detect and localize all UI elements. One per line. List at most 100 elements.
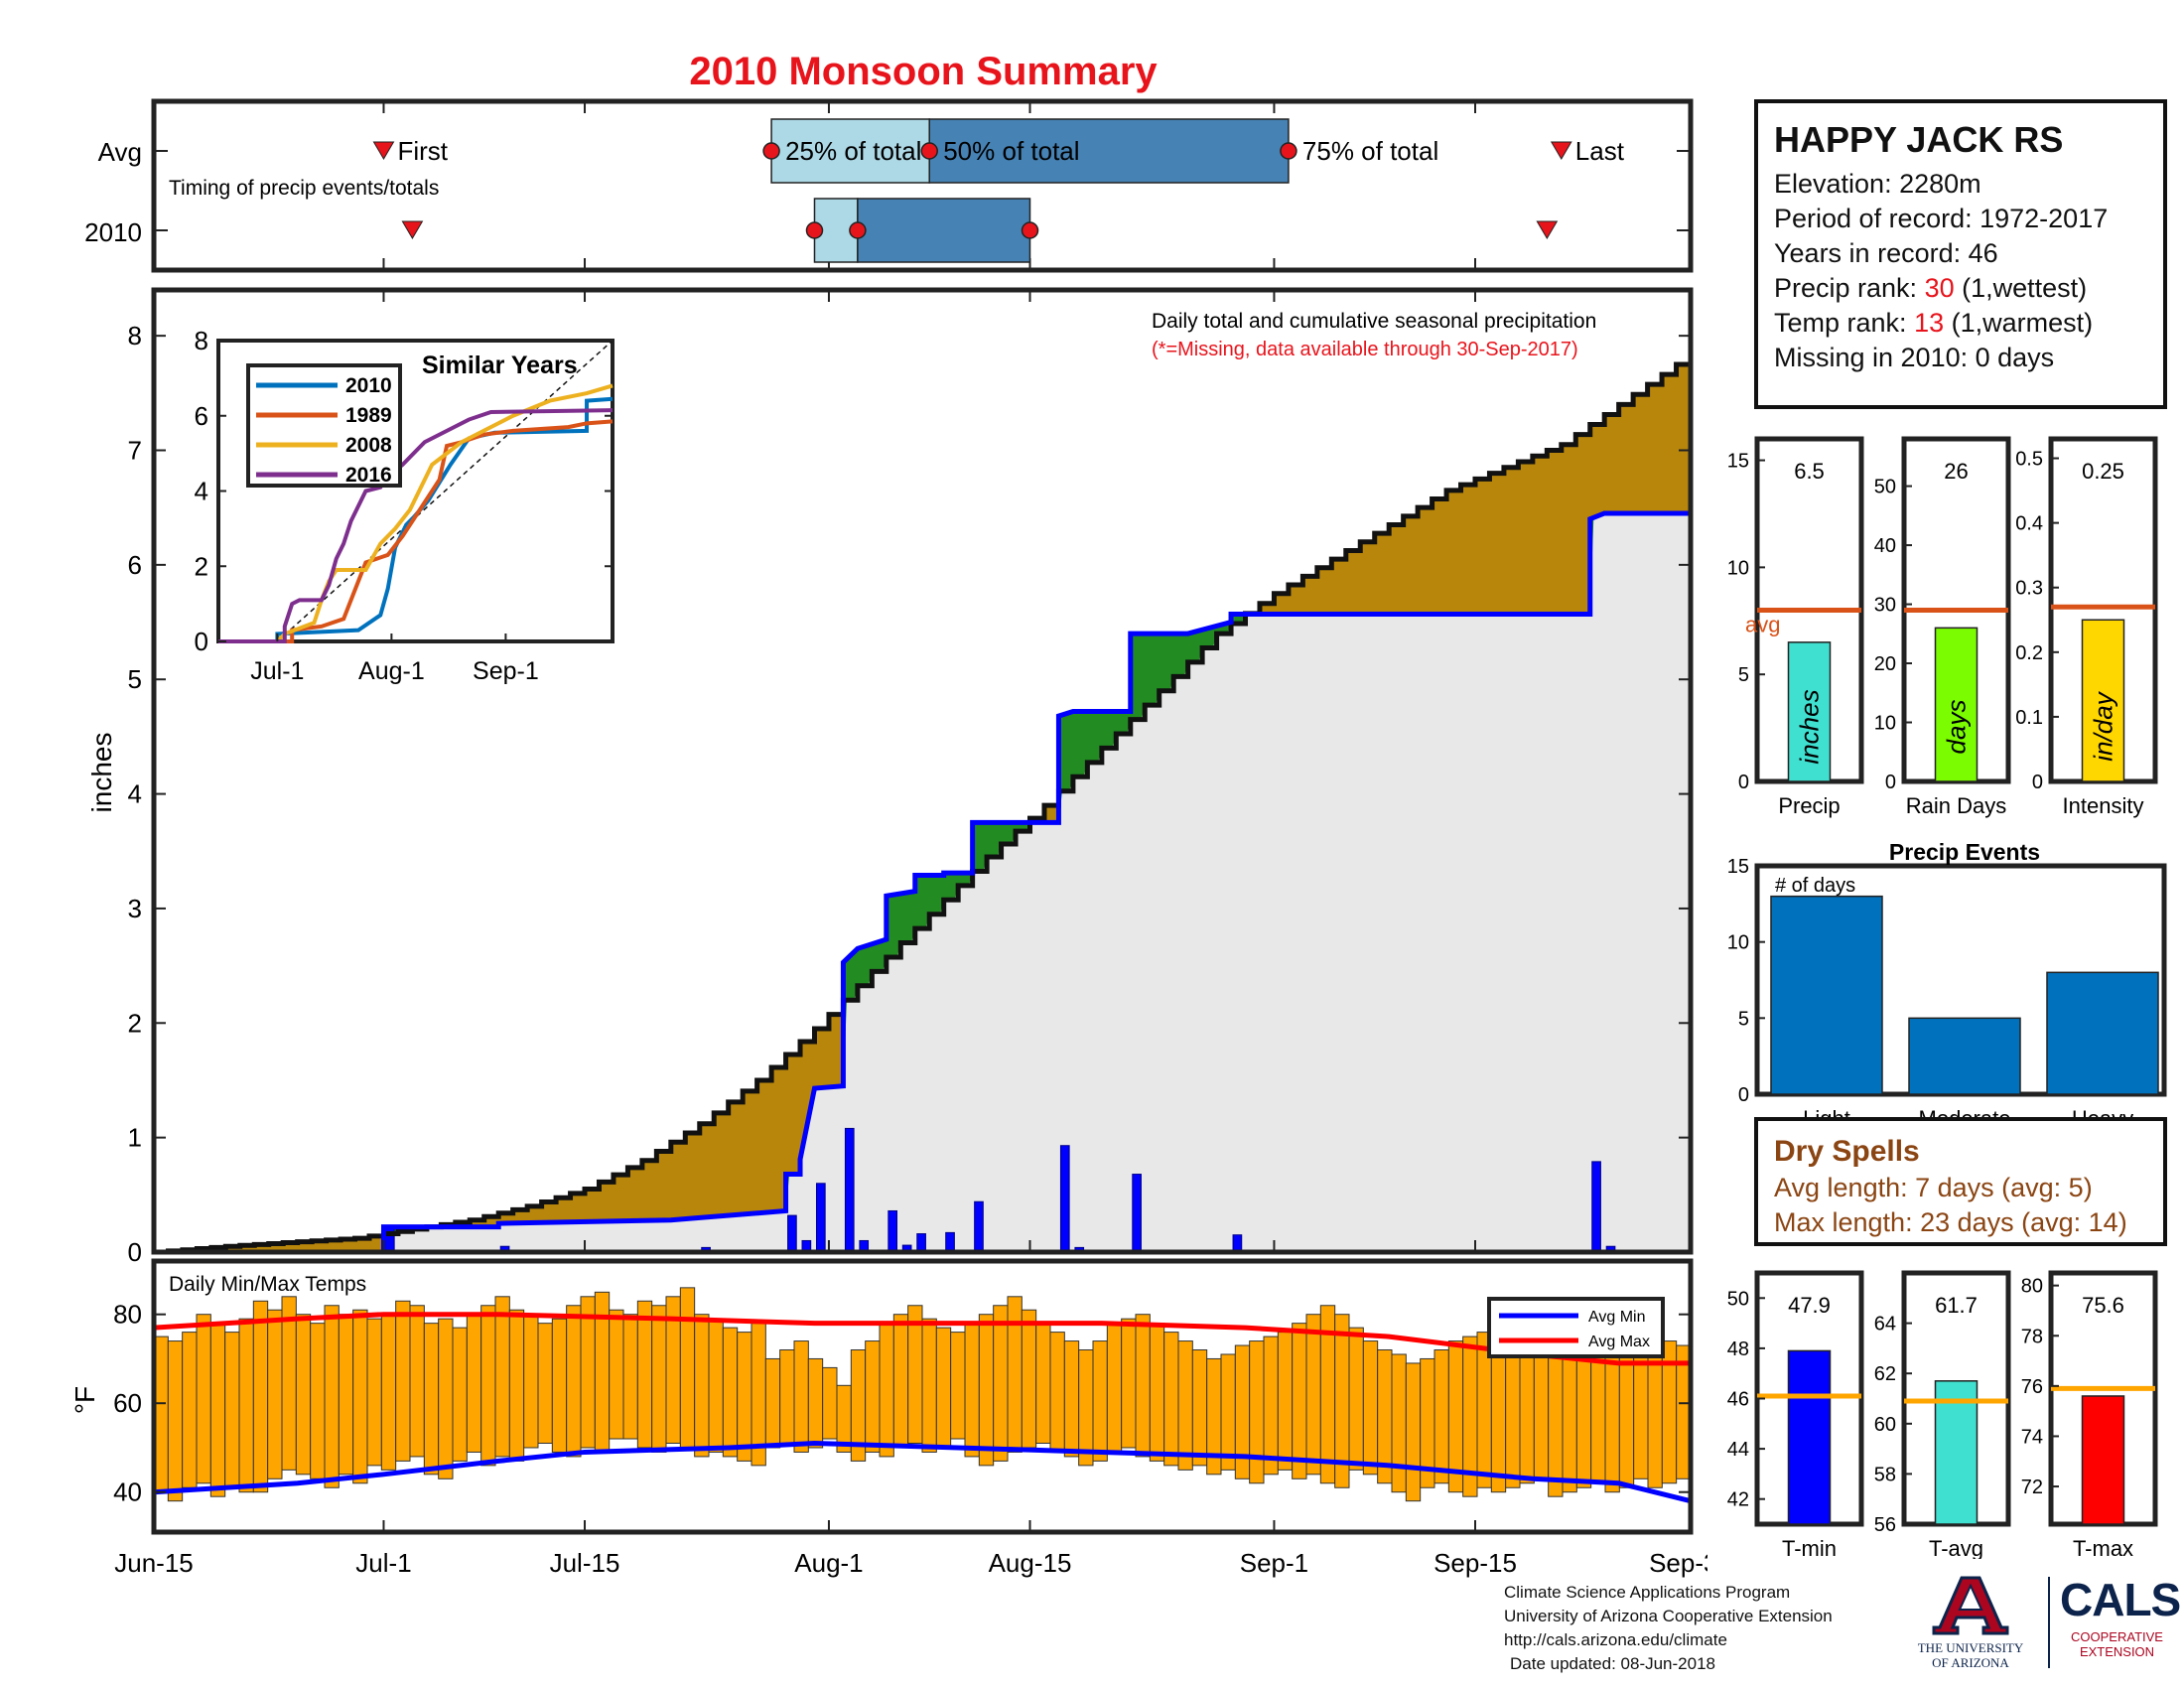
precip-ytick-label: 0 [128,1237,142,1267]
daily-temp-bar [694,1314,710,1458]
xtick-label: Sep-30 [1649,1548,1707,1578]
timing-last-label: Last [1575,136,1625,166]
timing-quartile-marker [1280,142,1297,160]
daily-temp-bar [452,1327,468,1462]
station-years: Years in record: 46 [1774,238,1998,268]
precip-ytick-label: 3 [128,894,142,923]
events-ytick-label: 5 [1738,1008,1749,1030]
precip-rank-suffix: (1,wettest) [1954,273,2088,303]
similar-year-line [218,419,614,643]
temp-chart-frame [151,1258,1694,1535]
stat-ytick-label: 0.4 [2015,513,2043,535]
daily-temp-bar [1106,1323,1123,1453]
stat-category-label: Intensity [2063,793,2144,818]
avg-cumulative-line [154,352,1694,1255]
daily-temp-bar [338,1314,354,1476]
stat-unit-label: in/day [2089,690,2118,761]
station-missing: Missing in 2010: 0 days [1774,343,2055,372]
precip-ylabel: inches [86,733,117,813]
daily-temp-bar [295,1314,312,1476]
daily-temp-bar [281,1296,297,1471]
stat-ytick-label: 60 [1874,1414,1896,1436]
daily-temp-bar [679,1287,696,1449]
daily-temp-bar [1292,1323,1307,1479]
xtick-label: Sep-15 [1433,1548,1517,1578]
logo-divider [2048,1577,2050,1668]
daily-temp-bar [1305,1314,1321,1476]
daily-precip-bar [1232,1234,1243,1253]
temp-ylabel: °F [69,1386,100,1414]
station-elevation: Elevation: 2280m [1774,169,1981,199]
legend-label: 1989 [345,404,392,427]
timing-first-last-marker [372,141,395,160]
credit-university: University of Arizona Cooperative Extens… [1504,1607,1833,1625]
daily-temp-bar [466,1314,482,1453]
xtick-label: Jul-1 [355,1548,411,1578]
timing-q75-label: 75% of total [1302,136,1438,166]
dry-spells-box: Dry Spells Avg length: 7 days (avg: 5) M… [1754,1117,2167,1246]
daily-temp-bar [651,1305,667,1453]
daily-temp-bar [1618,1336,1635,1488]
timing-row-label-2010: 2010 [84,217,142,247]
stat-category-label: T-min [1782,1536,1837,1559]
stat-bar [2081,619,2125,782]
daily-temp-bar [1177,1340,1193,1471]
stat-value-label: 6.5 [1794,459,1825,484]
timing-quartile-marker [920,142,938,160]
inset-xtick-label: Aug-1 [358,657,425,685]
page-title: 2010 Monsoon Summary [689,50,1158,93]
temp-legend-label: Avg Max [1588,1334,1650,1350]
stat-ytick-label: 74 [2021,1426,2043,1448]
daily-temp-bar [1063,1340,1080,1458]
stat-ytick-label: 5 [1738,664,1749,686]
daily-temp-bar [438,1318,454,1479]
daily-temp-bar [1121,1318,1137,1449]
stat-bar [1934,627,1979,782]
daily-temp-bar [993,1305,1009,1462]
daily-temp-bar [892,1314,909,1449]
daily-temp-bar [708,1318,724,1453]
stats-panels: 6.5 Precip 0 5 10 15 inches avg 26 Rain Days 0 10 20… [1727,436,2167,1559]
stat-bar [1787,1349,1832,1525]
precip-ytick-label: 7 [128,436,142,466]
similar-year-line [218,396,614,643]
xtick-label: Aug-1 [794,1548,863,1578]
daily-precip-bar [844,1127,855,1253]
stat-ytick-label: 0.3 [2015,578,2043,600]
stat-value-label: 61.7 [1935,1293,1978,1318]
stat-ytick-label: 15 [1727,451,1749,473]
ua-logo: THE UNIVERSITY OF ARIZONA [1916,1574,2025,1670]
daily-temp-bar [1391,1353,1407,1493]
stat-bar [1787,641,1832,782]
daily-precip-bar [384,1226,395,1253]
stat-unit-label: inches [1795,689,1825,764]
stat-ytick-label: 44 [1727,1439,1749,1461]
daily-temp-bar [566,1305,582,1458]
stat-value-label: 26 [1944,459,1968,484]
legend-label: 2008 [345,434,392,457]
stat-ytick-label: 20 [1874,653,1896,675]
daily-temp-bar [1135,1314,1151,1458]
daily-precip-bar [916,1233,926,1253]
daily-temp-bar [1092,1340,1108,1462]
stat-ytick-label: 42 [1727,1489,1749,1511]
credit-date: Date updated: 08-Jun-2018 [1510,1654,1715,1673]
temp-title: Daily Min/Max Temps [169,1273,366,1296]
daily-precip-bar [1059,1145,1070,1253]
daily-temp-bar [352,1309,368,1484]
daily-temp-bar [1362,1340,1379,1476]
stat-ytick-label: 10 [1874,713,1896,735]
daily-temp-bar [395,1300,411,1462]
daily-temp-bar [865,1340,881,1453]
daily-temp-bar [508,1309,525,1462]
daily-precip-bar [974,1200,984,1253]
precip-rank-value: 30 [1924,273,1955,303]
daily-temp-bar [1348,1327,1364,1471]
inset-xtick-label: Sep-1 [473,657,539,685]
timing-quartile-marker [1021,221,1039,239]
events-ytick-label: 0 [1738,1084,1749,1106]
daily-temp-bar [324,1305,340,1488]
daily-temp-bar [1263,1336,1279,1476]
inset-ytick-label: 6 [195,401,208,431]
inset-xtick-label: Jul-1 [250,657,304,685]
